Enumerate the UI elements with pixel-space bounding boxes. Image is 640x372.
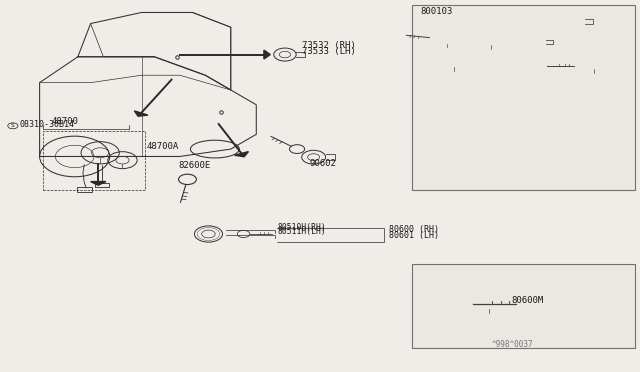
Bar: [412, 263, 636, 349]
Text: 80511H(LH): 80511H(LH): [277, 227, 326, 236]
Text: 48700A: 48700A: [147, 142, 179, 151]
Text: 80510H(RH): 80510H(RH): [277, 222, 326, 231]
Bar: [95, 183, 109, 187]
FancyArrow shape: [234, 152, 248, 157]
Text: 73533 (LH): 73533 (LH): [302, 47, 356, 56]
Text: 90602: 90602: [309, 159, 336, 168]
Text: ^998^0037: ^998^0037: [492, 340, 534, 349]
FancyArrow shape: [91, 182, 106, 185]
FancyArrow shape: [134, 111, 148, 116]
FancyArrow shape: [264, 50, 270, 59]
Text: 48700: 48700: [52, 117, 79, 126]
Text: 800103: 800103: [420, 7, 452, 16]
Text: 80601 (LH): 80601 (LH): [389, 231, 439, 240]
Bar: [412, 5, 636, 190]
Text: 08310-30B14: 08310-30B14: [19, 120, 74, 129]
Text: S: S: [11, 123, 15, 128]
Text: 80600M: 80600M: [511, 296, 543, 305]
Bar: [77, 187, 92, 192]
Text: 82600E: 82600E: [179, 161, 211, 170]
Text: 73532 (RH): 73532 (RH): [302, 41, 356, 50]
Text: 80600 (RH): 80600 (RH): [389, 225, 439, 234]
